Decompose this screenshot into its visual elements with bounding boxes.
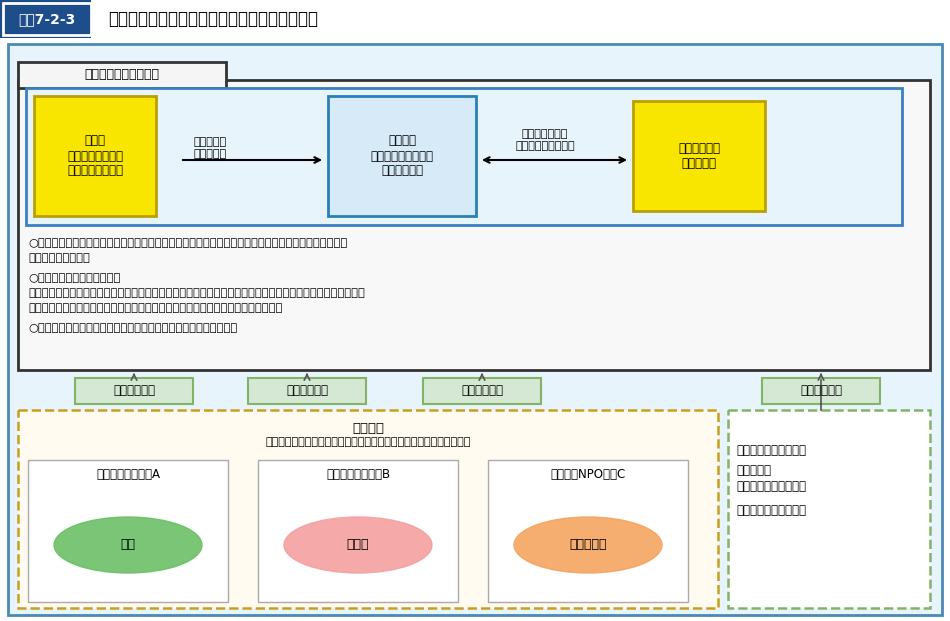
Bar: [762, 378, 880, 404]
Text: 参画（社員）: 参画（社員）: [113, 384, 155, 397]
Text: （基金造成を含む）、連携法人が議決権の全てを保有する関連事業者への出資等: （基金造成を含む）、連携法人が議決権の全てを保有する関連事業者への出資等: [28, 303, 282, 313]
Bar: [18, 80, 930, 370]
Bar: [18, 410, 718, 608]
Ellipse shape: [284, 517, 432, 573]
Bar: [91, 0, 94, 38]
Text: 参画（社員）: 参画（社員）: [800, 384, 842, 397]
Text: 医療従事者養成機関: 医療従事者養成機関: [736, 479, 806, 492]
Text: 診療所: 診療所: [347, 538, 370, 551]
Text: ○参加法人の統括（参加法人の予算・事業計画等へ意見を述べる）: ○参加法人の統括（参加法人の予算・事業計画等へ意見を述べる）: [28, 323, 238, 333]
Ellipse shape: [514, 517, 662, 573]
Bar: [0, 0, 950, 38]
Text: 参加法人: 参加法人: [352, 422, 384, 435]
Text: 病院: 病院: [121, 538, 136, 551]
Bar: [328, 96, 476, 216]
Text: （非営利で病院等の運営又は地域包括ケアに関する事業を行う法人）: （非営利で病院等の運営又は地域包括ケアに関する事業を行う法人）: [265, 437, 470, 447]
Text: 参画（社員）: 参画（社員）: [286, 384, 328, 397]
Text: ○医療連携推進区域（原則地域医療構想区域内）を定め、区域内の病院等の連携推進の方針（医療連携: ○医療連携推進区域（原則地域医療構想区域内）を定め、区域内の病院等の連携推進の方…: [28, 238, 348, 248]
Text: （例）　医療法人A: （例） 医療法人A: [96, 468, 160, 481]
Ellipse shape: [54, 517, 202, 573]
Text: 地域医療連携推進法人制度の概要（現行制度）: 地域医療連携推進法人制度の概要（現行制度）: [108, 10, 318, 28]
Text: ・関係自治体　　　等: ・関係自治体 等: [736, 504, 806, 517]
Bar: [75, 378, 193, 404]
Text: 推進方針）を決定: 推進方針）を決定: [28, 253, 90, 263]
Bar: [18, 62, 226, 88]
Text: 図表7-2-3: 図表7-2-3: [18, 12, 76, 26]
Bar: [3, 3, 91, 35]
Text: ・区域内の: ・区域内の: [736, 463, 771, 476]
Bar: [94, 0, 950, 38]
Text: 意見具申（社員
総会は意見を尊重）: 意見具申（社員 総会は意見を尊重）: [515, 129, 575, 151]
Text: ○医療連携推進業務等の実施: ○医療連携推進業務等の実施: [28, 273, 121, 283]
Bar: [728, 410, 930, 608]
Text: ・区域内の個人開業医: ・区域内の個人開業医: [736, 443, 806, 456]
Text: 介護事業所: 介護事業所: [569, 538, 607, 551]
Text: 理事会
（理事３名以上及
び監事１名以上）: 理事会 （理事３名以上及 び監事１名以上）: [67, 135, 123, 178]
Text: 地域医療連携
推進評議会: 地域医療連携 推進評議会: [678, 142, 720, 170]
Bar: [633, 101, 765, 211]
Bar: [26, 88, 902, 225]
Text: 地域医療連携推進法人: 地域医療連携推進法人: [85, 68, 160, 81]
Bar: [28, 460, 228, 602]
Bar: [248, 378, 366, 404]
Text: 連携法人の
業務を執行: 連携法人の 業務を執行: [194, 137, 226, 159]
Text: （例）　公益法人B: （例） 公益法人B: [326, 468, 390, 481]
Bar: [488, 460, 688, 602]
Text: 社員総会
（連携法人に関する
事項の決議）: 社員総会 （連携法人に関する 事項の決議）: [370, 135, 433, 178]
Text: 診療科（病床）再編（病床特例の適用）、医師等の共同研修、医薬品等の共同購入、参加法人への資金貸付: 診療科（病床）再編（病床特例の適用）、医師等の共同研修、医薬品等の共同購入、参加…: [28, 288, 365, 298]
Bar: [258, 460, 458, 602]
Text: （例）　NPO法人C: （例） NPO法人C: [550, 468, 626, 481]
Bar: [34, 96, 156, 216]
Bar: [423, 378, 541, 404]
Text: 参画（社員）: 参画（社員）: [461, 384, 503, 397]
